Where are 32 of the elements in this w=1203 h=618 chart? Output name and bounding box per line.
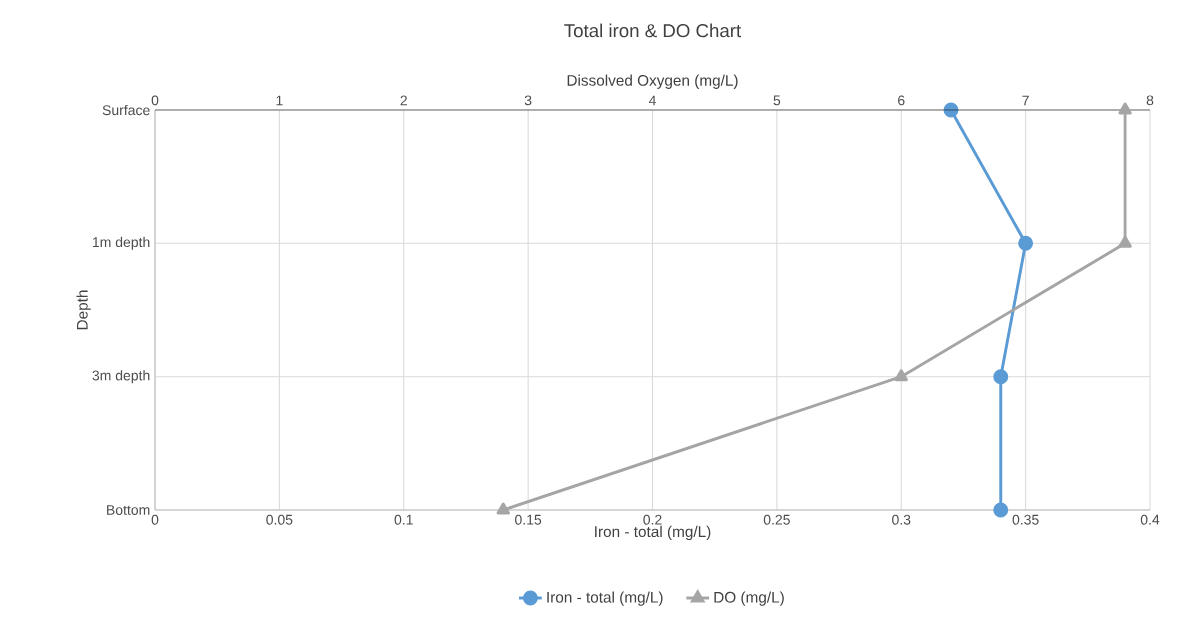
legend-label: DO (mg/L) [714, 591, 784, 606]
point [1118, 102, 1132, 115]
x-tick-label: 0.4 [1140, 514, 1160, 525]
point [894, 369, 908, 382]
x2-tick-label: 6 [898, 95, 905, 106]
x-tick-label: 0.15 [515, 514, 542, 525]
x2-tick-label: 5 [773, 95, 781, 106]
x2-tick-label: 8 [1146, 95, 1154, 106]
x-tick-label: 0.2 [643, 514, 662, 525]
x2-tick-label: 2 [400, 95, 407, 106]
point [496, 502, 510, 515]
y-tick-label: Surface [102, 104, 150, 116]
x2-tick-label: 0 [151, 95, 159, 106]
x2-tick-label: 1 [276, 95, 283, 106]
x2-axis-title: Dissolved Oxygen (mg/L) [567, 74, 738, 89]
x-axis-title: Iron - total (mg/L) [595, 525, 711, 541]
x-tick-label: 0 [151, 514, 159, 525]
y-tick-label: Bottom [107, 505, 150, 515]
legend-label: Iron - total (mg/L) [547, 591, 663, 606]
x-tick-label: 0.25 [763, 514, 790, 525]
x2-tick-label: 4 [648, 95, 656, 106]
x2-tick-label: 7 [1022, 95, 1029, 106]
chart-title: Total iron & DO Chart [564, 23, 742, 38]
y-tick-label: 3m depth [92, 370, 150, 384]
x-tick-label: 0.05 [266, 514, 293, 525]
point [1118, 235, 1132, 248]
x-tick-label: 0.3 [892, 514, 911, 525]
x2-tick-label: 3 [524, 95, 532, 106]
x-tick-label: 0.35 [1012, 514, 1039, 525]
y-tick-label: 1m depth [92, 236, 150, 250]
y-axis-title: Depth [76, 290, 91, 330]
x-tick-label: 0.1 [394, 514, 413, 525]
